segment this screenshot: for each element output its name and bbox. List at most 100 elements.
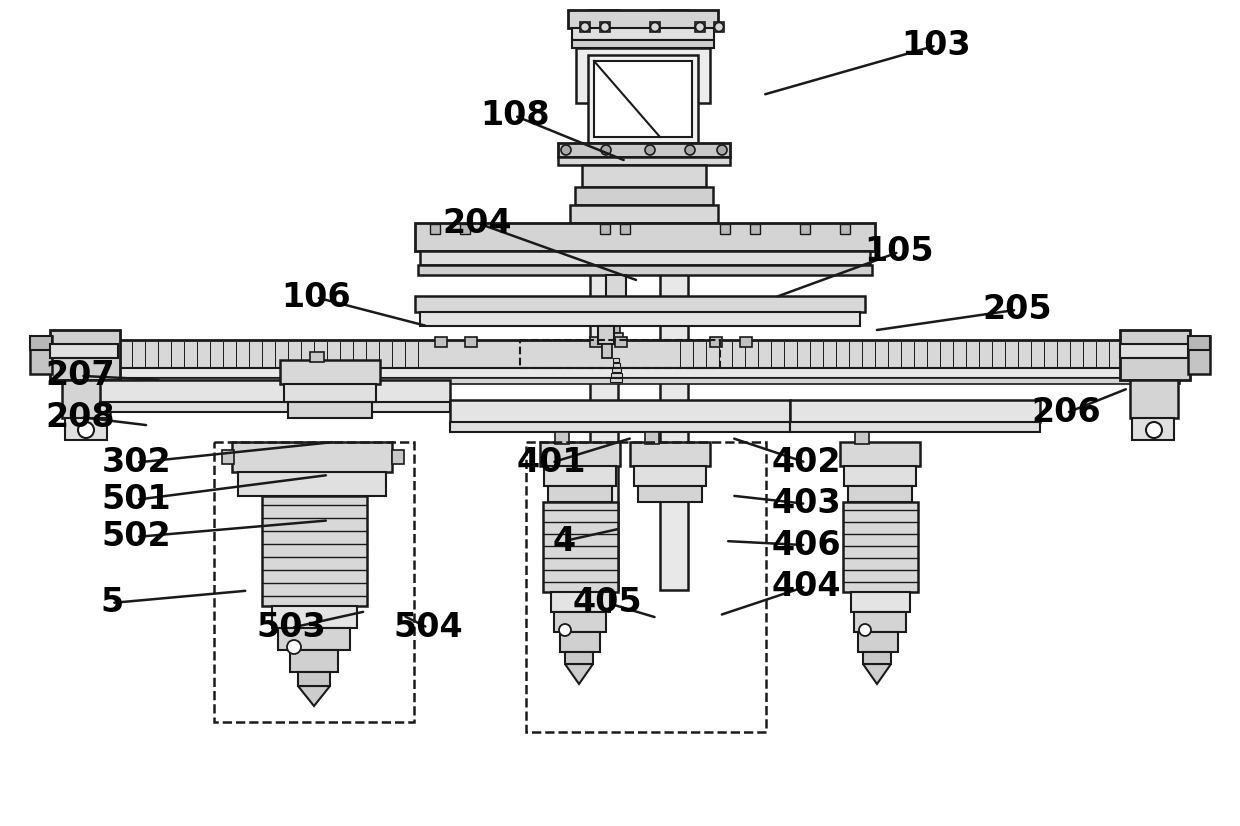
Bar — [856, 432, 869, 444]
Circle shape — [651, 22, 660, 31]
Bar — [460, 224, 470, 234]
Text: 105: 105 — [864, 235, 934, 268]
Bar — [610, 378, 622, 382]
Bar — [551, 592, 610, 612]
Polygon shape — [298, 686, 330, 706]
Text: 5: 5 — [100, 586, 123, 620]
Bar — [290, 650, 339, 672]
Bar — [568, 10, 718, 28]
Bar — [418, 265, 872, 275]
Bar — [750, 224, 760, 234]
Text: 205: 205 — [982, 293, 1052, 326]
Bar — [608, 313, 624, 325]
Circle shape — [559, 624, 570, 636]
Bar — [660, 10, 688, 590]
Bar — [863, 652, 892, 664]
Circle shape — [696, 22, 704, 31]
Bar — [430, 224, 440, 234]
Bar — [465, 337, 477, 347]
Bar — [851, 592, 910, 612]
Bar — [30, 336, 52, 350]
Bar — [613, 368, 621, 372]
Bar — [572, 40, 714, 48]
Bar — [839, 442, 920, 466]
Bar — [740, 337, 751, 347]
Bar — [1188, 336, 1210, 350]
Bar — [600, 22, 610, 32]
Bar — [60, 378, 1180, 384]
Bar — [100, 402, 450, 412]
Bar — [50, 330, 120, 380]
Text: 108: 108 — [480, 99, 549, 132]
Bar — [544, 466, 616, 486]
Polygon shape — [863, 664, 892, 684]
Circle shape — [645, 145, 655, 155]
Polygon shape — [565, 664, 593, 684]
Bar — [565, 652, 593, 664]
Bar — [558, 157, 730, 165]
Bar — [645, 432, 658, 444]
Bar — [215, 442, 414, 722]
Bar — [854, 612, 906, 632]
Bar — [606, 275, 626, 297]
Bar — [720, 224, 730, 234]
Text: 404: 404 — [771, 570, 841, 603]
Bar — [575, 187, 713, 205]
Bar — [1188, 336, 1210, 374]
Bar — [572, 28, 714, 40]
Bar — [600, 224, 610, 234]
Bar — [100, 380, 450, 402]
Text: 502: 502 — [102, 520, 171, 553]
Bar — [630, 442, 711, 466]
Text: 207: 207 — [46, 359, 115, 392]
Text: 405: 405 — [573, 586, 642, 620]
Bar — [577, 48, 711, 103]
Circle shape — [717, 145, 727, 155]
Text: 208: 208 — [46, 401, 115, 434]
Bar — [556, 432, 569, 444]
Bar — [232, 442, 392, 472]
Bar — [1120, 330, 1190, 380]
Circle shape — [580, 22, 589, 31]
Bar — [62, 380, 110, 418]
Circle shape — [78, 422, 94, 438]
Bar — [609, 333, 622, 341]
Bar — [790, 400, 1040, 422]
Bar — [64, 418, 107, 440]
Bar — [613, 363, 620, 367]
Text: 4: 4 — [553, 525, 575, 558]
Bar — [288, 402, 372, 418]
Bar — [450, 422, 790, 432]
Bar — [554, 612, 606, 632]
Circle shape — [286, 640, 301, 654]
Bar — [611, 373, 622, 377]
Bar — [570, 205, 718, 223]
Bar — [520, 340, 720, 368]
Bar — [839, 224, 849, 234]
Bar — [620, 224, 630, 234]
Text: 503: 503 — [257, 611, 326, 644]
Text: 302: 302 — [102, 446, 171, 479]
Bar — [714, 22, 724, 32]
Bar — [30, 336, 52, 374]
Bar — [298, 672, 330, 686]
Bar — [800, 224, 810, 234]
Bar — [843, 502, 918, 592]
Bar — [844, 466, 916, 486]
Text: 206: 206 — [1032, 396, 1101, 430]
Bar — [580, 22, 590, 32]
Circle shape — [684, 145, 694, 155]
Bar — [1130, 380, 1178, 418]
Bar — [694, 22, 706, 32]
Circle shape — [601, 145, 611, 155]
Text: 401: 401 — [517, 446, 587, 479]
Bar — [790, 422, 1040, 432]
Bar — [272, 606, 357, 628]
Bar — [262, 496, 367, 606]
Text: 406: 406 — [771, 529, 841, 562]
Bar — [1132, 418, 1174, 440]
Bar — [526, 442, 766, 732]
Bar — [639, 486, 702, 502]
Bar — [650, 22, 660, 32]
Bar — [415, 296, 866, 312]
